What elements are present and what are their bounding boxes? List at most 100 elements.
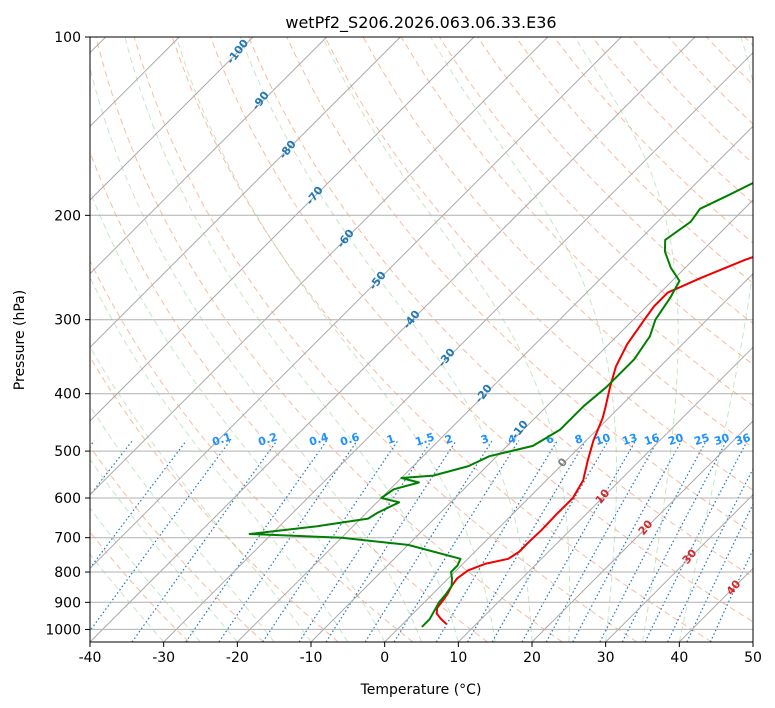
line-label: 0.2 [257,430,280,448]
x-axis-label: Temperature (°C) [360,682,482,698]
line-label: 36 [734,431,753,448]
mixing-ratio-line [435,440,558,642]
line-label: 30 [713,431,732,448]
x-tick-label: -30 [152,650,175,666]
moist-adiabat [124,37,459,642]
mixing-ratio-line [262,440,399,642]
mixing-ratio-line [364,440,493,642]
moist-adiabat [90,189,386,642]
chart-title: wetPf2_S206.2026.063.06.33.E36 [285,13,556,33]
pressure-grid [90,37,753,630]
y-tick-label: 900 [54,595,81,611]
moist-adiabat [574,37,679,642]
x-tick-label: -20 [226,650,249,666]
isotherm-line [310,199,753,642]
isotherm-line [90,37,401,349]
dry-adiabat [133,37,638,642]
x-tick-label: 40 [670,650,688,666]
dry-adiabat [90,259,414,642]
isotherm-line [90,37,696,642]
mixing-ratio-line [521,440,637,642]
isotherm-line [163,51,753,642]
x-tick-label: 10 [449,650,467,666]
x-tick-label: -40 [79,650,102,666]
background-lines [90,37,753,642]
isotherm-line [236,125,753,642]
isotherm-line [90,37,254,201]
line-label: 0.4 [308,430,331,448]
y-tick-label: 200 [54,208,81,224]
moist-adiabat [90,65,422,642]
mixing-ratio-line [572,440,683,642]
moist-adiabat [90,553,165,642]
mixing-ratio-line [90,440,231,632]
x-axis: -40 -30 -20 -10 0 10 20 30 40 50 [79,642,762,666]
dry-adiabat [90,356,339,642]
mixing-ratio-line [131,440,278,642]
isotherm-line [90,37,475,422]
x-tick-label: 20 [523,650,541,666]
isotherm-lines [90,37,753,642]
dry-adiabat [90,445,264,642]
line-label: 0.6 [339,430,362,448]
isotherm-line [384,272,753,642]
x-tick-label: -10 [300,650,323,666]
isotherm-line [531,420,753,642]
mixing-ratio-line [466,440,587,642]
y-axis-label: Pressure (hPa) [12,290,28,390]
dry-adiabat [286,37,753,534]
mixing-ratio-line [644,440,748,642]
line-label: 6 [544,432,556,447]
line-label: 4 [506,432,518,447]
y-tick-label: 1000 [45,622,81,638]
dry-adiabat [515,37,753,284]
line-label: 25 [693,431,712,448]
moist-adiabat [90,276,349,642]
y-tick-label: 500 [54,444,81,460]
mixing-ratio-line [185,440,328,642]
line-label: 2 [443,432,454,447]
dry-adiabat [171,37,712,642]
moist-adiabat [90,507,201,642]
dry-adiabat [210,37,753,623]
x-tick-label: 30 [597,650,615,666]
profile-lines [248,181,753,628]
mixing-ratio-line [545,440,659,642]
dry-adiabat [95,37,563,642]
plot-frame [89,36,754,643]
moist-adiabat [322,37,571,642]
isotherm-line [90,37,328,275]
x-tick-label: 50 [744,650,762,666]
moist-adiabat [90,405,275,642]
line-labels: -100-90-80-70-60-50-40-30-20-10010203040… [211,37,753,598]
y-tick-label: 600 [54,491,81,507]
moist-adiabat [90,458,238,642]
y-tick-label: 300 [54,313,81,329]
line-label: 10 [594,431,613,448]
line-label: 8 [573,432,584,447]
line-label: 1.5 [414,430,437,448]
dewpoint-profile-line [248,181,753,628]
moist-adiabat [430,37,617,642]
line-label: 16 [643,431,662,448]
isotherm-line [90,37,622,570]
dry-adiabat [248,37,753,578]
mixing-ratio-line [491,440,609,642]
isotherm-line [90,37,549,496]
isotherm-line [457,346,753,642]
y-tick-label: 800 [54,565,81,581]
moist-adiabat [678,37,753,642]
dry-adiabat [324,37,753,491]
moist-adiabat [239,37,533,642]
y-axis: 100 200 300 400 500 600 700 800 900 1000 [45,30,90,638]
line-label: 0.1 [211,430,234,448]
line-label: 13 [621,431,640,448]
line-label: 1 [385,432,396,447]
y-tick-label: 100 [54,30,81,46]
x-tick-label: 0 [380,650,389,666]
y-tick-label: 700 [54,531,81,547]
moist-adiabat [175,37,496,642]
isotherm-line [605,493,753,642]
y-tick-label: 400 [54,387,81,403]
